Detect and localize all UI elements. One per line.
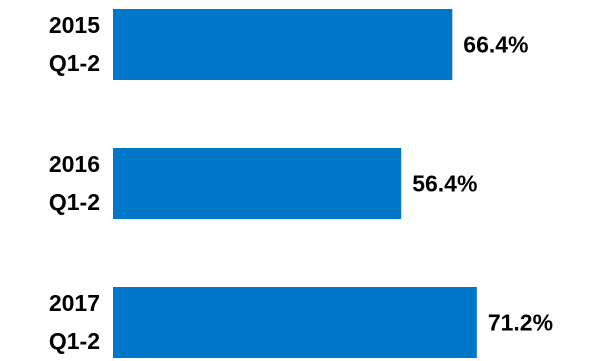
category-label-line: Q1-2 [49,328,100,354]
bar-2017 [113,287,477,358]
bars-layer [113,9,477,358]
value-label-2016: 56.4% [412,171,477,197]
bar-2016 [113,148,402,219]
value-label-2017: 71.2% [488,310,553,336]
category-label-line: 2015 [49,12,100,38]
category-label-line: 2016 [49,151,100,177]
category-label-line: Q1-2 [49,50,100,76]
value-label-2015: 66.4% [463,32,528,58]
category-label-2016: 2016 Q1-2 [49,151,100,215]
category-label-2015: 2015 Q1-2 [49,12,100,76]
labels-layer: 66.4% 2015 Q1-2 56.4% 2016 Q1-2 71.2% 2017 Q1-2 [49,12,553,354]
category-label-2017: 2017 Q1-2 [49,290,100,354]
category-label-line: Q1-2 [49,189,100,215]
category-label-line: 2017 [49,290,100,316]
bar-2015 [113,9,453,80]
